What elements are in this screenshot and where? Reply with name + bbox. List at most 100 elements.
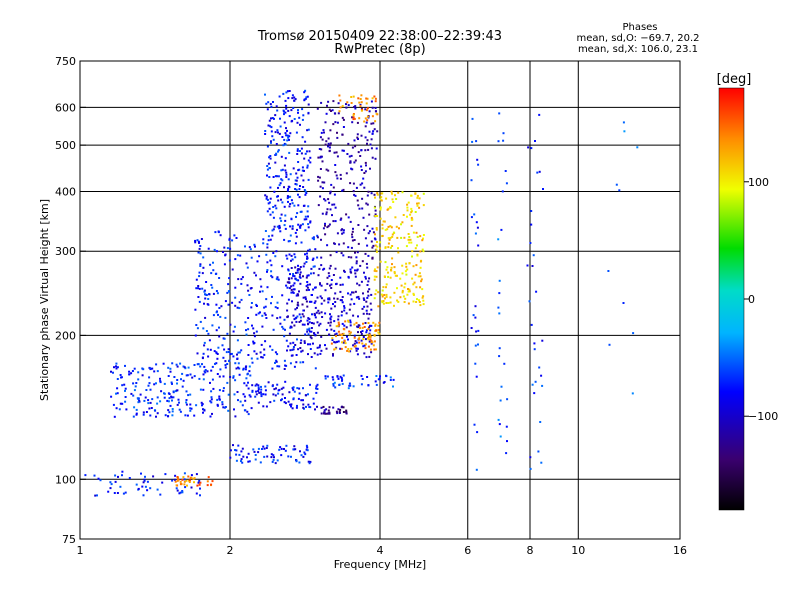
data-point-2-249 [167, 366, 170, 369]
data-point-6-257 [354, 272, 357, 275]
data-point-0-46 [109, 487, 112, 490]
data-point-3-170 [289, 342, 292, 345]
data-point-6-17 [328, 298, 331, 301]
data-point-1-31 [185, 479, 188, 482]
data-point-8-187 [272, 101, 274, 103]
data-point-6-286 [319, 352, 322, 355]
data-point-3-28 [252, 340, 255, 343]
data-point-5-32 [279, 446, 282, 449]
data-point-2-154 [238, 373, 241, 376]
data-point-7-59 [362, 177, 365, 180]
data-point-8-182 [266, 108, 269, 111]
data-point-8-56 [278, 184, 281, 187]
data-point-11-31 [377, 328, 380, 331]
data-point-16-27 [540, 374, 543, 377]
data-point-8-144 [307, 128, 310, 131]
data-point-10-182 [391, 257, 394, 260]
data-point-10-175 [391, 263, 393, 266]
data-point-11-5 [337, 324, 340, 327]
data-point-10-24 [380, 293, 383, 296]
data-point-2-178 [171, 414, 174, 417]
data-point-6-236 [362, 312, 365, 315]
data-point-6-274 [296, 301, 299, 304]
data-point-3-121 [256, 260, 259, 263]
data-point-6-155 [349, 319, 352, 322]
data-point-3-160 [307, 333, 310, 336]
data-point-5-7 [234, 449, 236, 451]
data-point-3-141 [311, 237, 314, 240]
data-point-3-292 [214, 231, 217, 234]
data-point-2-157 [172, 390, 175, 393]
data-point-6-233 [365, 356, 368, 359]
data-point-7-157 [347, 216, 350, 219]
data-point-7-188 [351, 230, 354, 233]
data-point-2-12 [209, 381, 211, 384]
data-point-7-79 [342, 118, 345, 121]
data-point-3-270 [247, 317, 250, 319]
data-point-3-6 [198, 241, 200, 244]
x-tick-label-0: 1 [77, 544, 84, 557]
data-point-6-40 [365, 331, 368, 334]
data-point-7-156 [321, 160, 324, 163]
data-point-15-16 [498, 279, 501, 282]
data-point-8-156 [309, 161, 312, 164]
data-point-6-140 [334, 267, 337, 270]
data-point-7-160 [360, 169, 363, 171]
data-point-14-24 [477, 343, 479, 346]
data-point-9-21 [352, 113, 355, 115]
data-point-6-256 [310, 327, 313, 329]
data-point-7-60 [368, 110, 371, 113]
data-point-11-68 [342, 327, 345, 330]
data-point-10-113 [415, 286, 418, 289]
data-point-5-9 [246, 456, 248, 459]
data-point-13-35 [332, 383, 335, 385]
data-point-14-3 [471, 140, 474, 143]
data-point-4-38 [298, 392, 301, 395]
data-point-4-18 [269, 401, 272, 404]
data-point-3-41 [212, 261, 214, 264]
data-point-2-106 [216, 403, 219, 406]
data-point-6-300 [337, 340, 340, 343]
data-point-11-78 [366, 333, 369, 336]
data-point-13-17 [382, 381, 385, 384]
data-point-2-77 [138, 400, 141, 403]
data-point-2-126 [246, 373, 249, 376]
data-point-1-24 [206, 480, 209, 483]
data-point-7-211 [329, 192, 332, 195]
data-point-0-49 [140, 472, 142, 475]
data-point-9-4 [371, 115, 374, 118]
data-point-3-83 [239, 254, 242, 257]
data-point-8-112 [265, 102, 268, 105]
data-point-3-91 [236, 339, 239, 342]
data-point-14-21 [470, 216, 473, 219]
data-point-2-123 [131, 370, 134, 372]
data-point-4-82 [298, 387, 301, 390]
data-point-10-65 [377, 291, 380, 294]
data-point-6-188 [318, 312, 321, 315]
data-point-2-121 [180, 378, 182, 381]
data-point-3-1 [266, 286, 269, 289]
data-point-2-240 [185, 374, 188, 377]
data-point-2-224 [169, 367, 172, 370]
data-point-8-97 [266, 145, 269, 148]
data-point-8-147 [284, 157, 287, 160]
data-point-13-34 [339, 375, 342, 378]
data-point-7-199 [328, 150, 331, 153]
data-point-3-77 [271, 295, 273, 298]
data-point-10-54 [382, 286, 385, 289]
data-point-1-34 [188, 481, 191, 483]
data-point-9-17 [341, 105, 344, 108]
data-point-10-118 [404, 282, 407, 285]
data-point-3-243 [281, 294, 284, 297]
data-point-7-217 [365, 121, 368, 124]
data-point-0-9 [93, 474, 96, 477]
data-point-10-90 [405, 265, 408, 268]
data-point-3-313 [236, 353, 238, 356]
data-point-8-215 [270, 141, 272, 144]
data-point-10-98 [375, 275, 378, 278]
data-point-8-108 [288, 115, 291, 118]
data-point-10-49 [421, 288, 424, 291]
data-point-11-6 [342, 332, 345, 335]
data-point-8-98 [279, 217, 282, 220]
data-point-2-10 [167, 375, 170, 377]
